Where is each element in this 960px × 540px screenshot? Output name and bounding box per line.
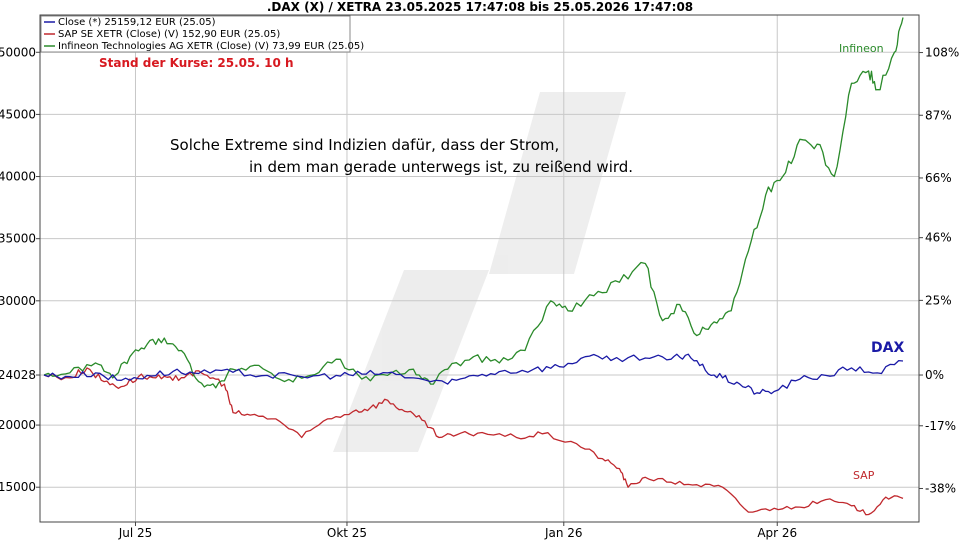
right-tick-label: -38% — [925, 481, 956, 495]
x-tick-label: Jan 26 — [544, 526, 583, 540]
right-axis: -38% -17% 0% 25% 46% 66% 87% 108% — [919, 46, 959, 495]
left-tick-label: 15000 — [0, 480, 36, 494]
left-tick-label: 45000 — [0, 107, 36, 121]
left-tick-label: 50000 — [0, 45, 36, 59]
left-tick-label: 30000 — [0, 294, 36, 308]
series-line-infineon — [43, 17, 904, 389]
end-label-infineon: Infineon — [839, 42, 884, 55]
left-axis: 15000 20000 24028 30000 35000 40000 45000 50000 — [0, 45, 40, 494]
chart-title: .DAX (X) / XETRA 23.05.2025 17:47:08 bis… — [267, 0, 693, 14]
x-tick-label: Jul 25 — [118, 526, 153, 540]
series-line-dax — [43, 353, 904, 395]
end-label-dax: DAX — [871, 340, 904, 356]
x-tick-label: Okt 25 — [327, 526, 367, 540]
plot-frame — [39, 14, 920, 523]
left-tick-label: 40000 — [0, 170, 36, 184]
left-tick-label: 35000 — [0, 232, 36, 246]
left-tick-label: 24028 — [0, 368, 36, 382]
right-tick-label: 46% — [925, 231, 952, 245]
series-line-sap — [43, 367, 904, 516]
right-tick-label: -17% — [925, 419, 956, 433]
annotation-line-2: in dem man gerade unterwegs ist, zu reiß… — [249, 158, 633, 176]
x-tick-label: Apr 26 — [757, 526, 797, 540]
series-lines — [43, 17, 904, 516]
legend-item-dax: Close (*) 25159,12 EUR (25.05) — [58, 17, 216, 28]
stand-der-kurse: Stand der Kurse: 25.05. 10 h — [99, 56, 294, 70]
legend: Close (*) 25159,12 EUR (25.05) SAP SE XE… — [40, 15, 364, 53]
right-tick-label: 0% — [925, 368, 944, 382]
x-axis: Jul 25 Okt 25 Jan 26 Apr 26 — [118, 522, 797, 540]
right-tick-label: 25% — [925, 293, 952, 307]
grid — [40, 15, 919, 522]
end-label-sap: SAP — [853, 469, 875, 482]
right-tick-label: 108% — [925, 46, 959, 60]
right-tick-label: 87% — [925, 108, 952, 122]
legend-item-infineon: Infineon Technologies AG XETR (Close) (V… — [58, 41, 364, 52]
left-tick-label: 20000 — [0, 418, 36, 432]
right-tick-label: 66% — [925, 171, 952, 185]
legend-item-sap: SAP SE XETR (Close) (V) 152,90 EUR (25.0… — [58, 29, 280, 40]
legend-box — [40, 15, 351, 53]
annotation-line-1: Solche Extreme sind Indizien dafür, dass… — [170, 136, 559, 154]
